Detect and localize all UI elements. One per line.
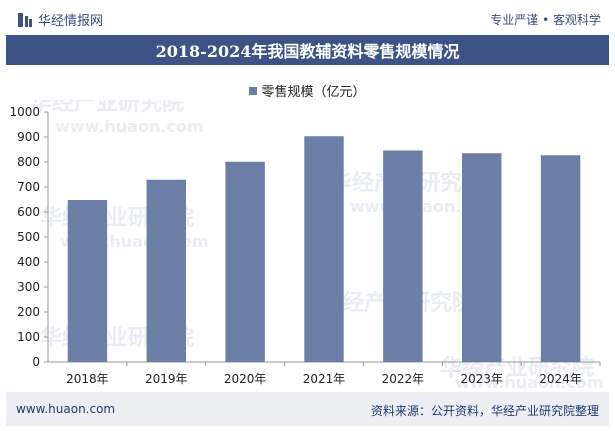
y-tick-label: 0 (32, 355, 40, 369)
y-tick-label: 1000 (9, 105, 40, 119)
brand: 华经情报网 (18, 10, 103, 29)
x-tick-label: 2023年 (460, 372, 503, 386)
bar (67, 200, 108, 362)
y-tick-label: 500 (17, 230, 40, 244)
y-tick-label: 400 (17, 255, 40, 269)
x-tick-label: 2018年 (66, 372, 109, 386)
bar (225, 161, 265, 362)
x-tick-label: 2021年 (303, 372, 346, 386)
data-source: 资料来源：公开资料，华经产业研究院整理 (370, 404, 599, 418)
bar-chart: 华经产业研究院 www.huaon.com 华经产业研究院 www.huaon.… (9, 100, 604, 390)
bar (383, 150, 423, 362)
legend-label: 零售规模（亿元） (261, 85, 366, 100)
legend-swatch (249, 86, 258, 95)
slogan: 专业严谨 • 客观科学 (490, 13, 601, 27)
x-tick-label: 2022年 (382, 372, 425, 386)
plot-area: 0 100 200 300 400 500 600 700 800 900 1000 2018年 201… (9, 105, 601, 386)
chart-title: 2018-2024年我国教辅资料零售规模情况 (6, 35, 609, 65)
footer: www.huaon.com 资料来源：公开资料，华经产业研究院整理 (6, 392, 609, 426)
y-tick-label: 600 (17, 205, 40, 219)
y-tick-label: 800 (17, 155, 40, 169)
watermark-url: www.huaon.com (55, 117, 204, 136)
bar (146, 179, 186, 362)
watermark-url: www.huaon.com (455, 373, 604, 390)
y-tick-label: 100 (17, 330, 40, 344)
bar (462, 153, 502, 362)
bar (540, 155, 581, 362)
y-tick-label: 700 (17, 180, 40, 194)
y-tick-label: 900 (17, 130, 40, 144)
bar (304, 136, 344, 362)
y-tick-label: 300 (17, 280, 40, 294)
x-tick-label: 2024年 (539, 372, 582, 386)
x-tick-label: 2020年 (224, 372, 267, 386)
legend: 零售规模（亿元） (0, 81, 615, 100)
footer-url[interactable]: www.huaon.com (16, 402, 116, 416)
top-bar: 华经情报网 专业严谨 • 客观科学 (0, 0, 615, 35)
brand-logo-icon (18, 12, 32, 27)
brand-name: 华经情报网 (38, 14, 104, 29)
x-tick-label: 2019年 (145, 372, 188, 386)
y-tick-label: 200 (17, 305, 40, 319)
watermark-text: 华经产业研究院 (30, 100, 184, 116)
